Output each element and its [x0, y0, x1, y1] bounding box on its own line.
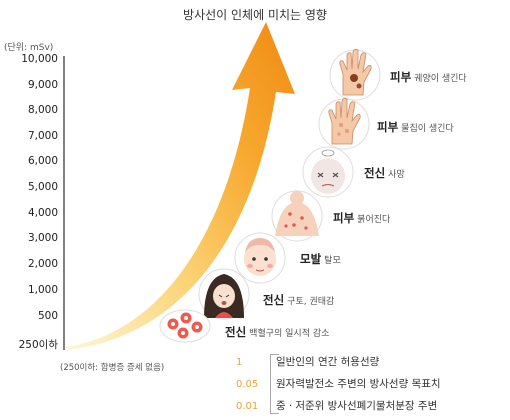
effect-vomiting: 전신 구토, 권태감	[263, 293, 335, 307]
bottom-note: (250이하: 합병증 증세 없음)	[60, 363, 165, 373]
dose-arrow	[66, 22, 295, 350]
y-label-3000: 3,000	[27, 232, 58, 244]
y-label-2000: 2,000	[27, 258, 58, 270]
effect-leukocyte-decrease: 전신 백혈구의 일시적 감소	[225, 325, 330, 339]
effect-skin-blister: 피부 물집이 생긴다	[377, 120, 454, 134]
legend-row-3: 0.01 중ㆍ저준위 방사선폐기물처분장 주변	[236, 400, 438, 412]
effect-skin-ulcer: 피부 궤양이 생긴다	[390, 70, 467, 84]
effect-skin-redness: 피부 붉어진다	[333, 211, 391, 225]
dead-face-icon	[302, 146, 354, 198]
y-label-500: 500	[37, 310, 58, 322]
hair-loss-face-icon	[234, 232, 286, 284]
y-label-10000: 10,000	[21, 53, 58, 65]
blood-cells-icon	[159, 309, 211, 343]
y-label-6000: 6,000	[27, 155, 58, 167]
legend-bracket	[270, 354, 279, 414]
effect-death: 전신 사망	[364, 166, 405, 180]
y-label-5000: 5,000	[27, 181, 58, 193]
y-label-9000: 9,000	[27, 79, 58, 91]
y-label-7000: 7,000	[27, 130, 58, 142]
vomiting-girl-icon	[198, 268, 250, 320]
legend-row-1: 1 일반인의 연간 허용선량	[236, 356, 380, 368]
hand-ulcer-icon	[329, 48, 381, 101]
red-skin-back-icon	[271, 190, 323, 242]
y-label-250: 250이하	[18, 339, 58, 351]
page-title: 방사선이 인체에 미치는 영향	[183, 8, 327, 22]
unit-label: (단위: mSv)	[4, 43, 54, 53]
effect-hair-loss: 모발 탈모	[300, 252, 341, 266]
legend-row-2: 0.05 원자력발전소 주변의 방사선량 목표치	[236, 378, 441, 390]
y-label-1000: 1,000	[27, 284, 58, 296]
hand-blister-icon	[318, 97, 370, 150]
y-label-4000: 4,000	[27, 207, 58, 219]
y-label-8000: 8,000	[27, 104, 58, 116]
